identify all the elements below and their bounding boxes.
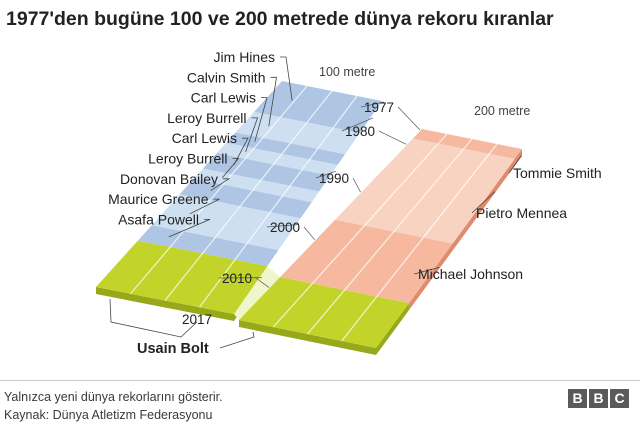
year-tick-line <box>303 226 316 241</box>
year-tick-line <box>315 170 337 179</box>
holder-label-100m: Leroy Burrell <box>148 151 227 167</box>
leader-line-200m <box>508 155 522 174</box>
year-tick-label: 1990 <box>319 171 349 186</box>
segment-100-metre-10 <box>96 240 268 314</box>
bbc-logo-letter: B <box>568 389 587 408</box>
strip-200-lane-line-3 <box>341 143 498 342</box>
year-tick-label: 2000 <box>270 220 300 235</box>
year-tick-line <box>378 130 407 145</box>
record-timeline-graphic: 100 metre 200 metre Jim Hines Calvin Smith C… <box>96 49 602 357</box>
leader-line-100m <box>221 158 240 178</box>
footer: Yalnızca yeni dünya rekorlarını gösterir… <box>0 380 640 430</box>
bolt-bracket-left <box>109 298 198 338</box>
holder-label-200m: Pietro Mennea <box>476 205 567 221</box>
leader-line-100m <box>189 198 220 215</box>
segment-100-metre-2 <box>235 111 360 155</box>
holder-label-100m: Calvin Smith <box>187 69 266 85</box>
strip-200-front-edge <box>239 320 376 355</box>
holder-label-100m: Leroy Burrell <box>167 110 246 126</box>
segment-200-metre-4 <box>239 277 409 348</box>
leader-line-100m <box>168 218 211 238</box>
holder-label-200m: Michael Johnson <box>418 266 523 282</box>
year-tick-label: 1980 <box>345 124 375 139</box>
leader-line-100m <box>280 56 293 101</box>
strip-200-lane-line-2 <box>307 138 473 335</box>
leader-line-100m <box>268 76 277 127</box>
segment-100-metre-8 <box>151 194 301 251</box>
series-label-100m: 100 metre <box>319 65 375 79</box>
bbc-logo-letter: C <box>610 389 629 408</box>
year-tick-line <box>397 106 421 131</box>
year-tick-label: 1977 <box>364 100 394 115</box>
bolt-gap-shading <box>234 266 281 320</box>
strip-100-lane-line-3 <box>199 95 358 308</box>
strip-100-lane-line-1 <box>130 85 308 295</box>
holder-label-100m: Donovan Bailey <box>120 171 218 187</box>
leader-line-100m <box>210 178 231 191</box>
year-tick-line <box>341 117 374 132</box>
holder-label-usain-bolt: Usain Bolt <box>137 341 209 357</box>
holder-label-100m: Maurice Greene <box>108 191 209 207</box>
year-tick-label: 2010 <box>222 271 252 286</box>
segment-200-metre-3 <box>280 219 453 304</box>
holder-label-100m: Asafa Powell <box>118 211 199 227</box>
strip-200-bolt-side-face <box>376 303 409 355</box>
year-tick-line <box>360 101 385 108</box>
leader-line-100m <box>233 137 249 165</box>
source-credit: Kaynak: Dünya Atletizm Federasyonu <box>4 408 213 422</box>
chart-title: 1977'den bugüne 100 ve 200 metrede dünya… <box>6 8 554 30</box>
segment-200-metre-2 <box>335 138 515 244</box>
strip-200-lane-line-1 <box>272 133 448 328</box>
strip-100-front-edge <box>96 287 234 321</box>
holder-label-200m: Tommie Smith <box>513 165 602 181</box>
year-tick-label: 2017 <box>182 312 212 327</box>
holder-label-100m: Carl Lewis <box>191 90 256 106</box>
leader-line-200m <box>413 267 440 275</box>
series-label-200m: 200 metre <box>474 104 530 118</box>
year-tick-line <box>255 277 270 288</box>
holder-label-100m: Carl Lewis <box>172 130 237 146</box>
segment-100-metre-1 <box>254 81 382 133</box>
year-tick-line <box>352 177 361 193</box>
footer-divider <box>0 380 640 381</box>
leader-line-200m <box>471 191 496 214</box>
holder-label-100m: Jim Hines <box>214 49 275 65</box>
bbc-logo: B B C <box>568 389 629 408</box>
bolt-bracket-right <box>219 331 255 349</box>
leader-line-100m <box>254 97 268 142</box>
strip-100-lane-line-2 <box>164 90 333 301</box>
strip-200-side-face <box>408 149 522 311</box>
footnote: Yalnızca yeni dünya rekorlarını gösterir… <box>4 390 223 404</box>
year-tick-line <box>266 224 299 228</box>
leader-line-100m <box>245 117 259 153</box>
bbc-logo-letter: B <box>589 389 608 408</box>
